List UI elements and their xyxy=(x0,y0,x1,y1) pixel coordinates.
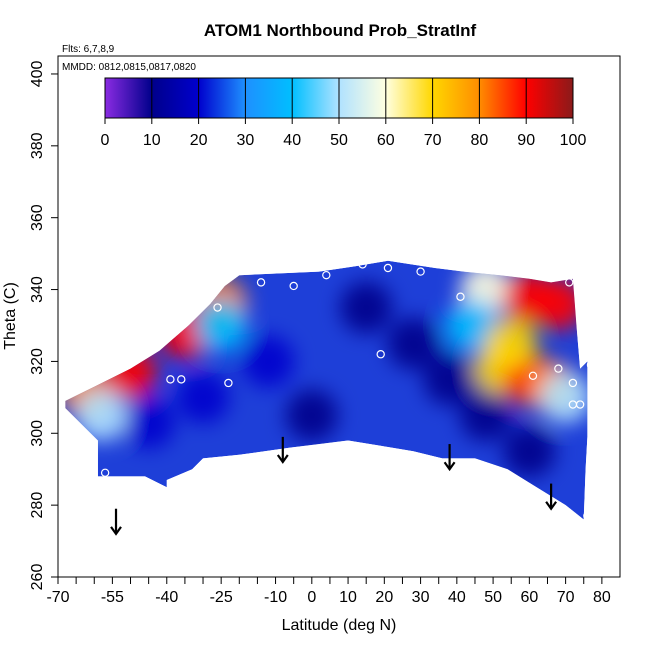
colorbar-tick-label: 0 xyxy=(101,132,110,149)
down-arrow xyxy=(110,508,122,536)
arrow-head xyxy=(110,526,122,536)
colorbar-tick-label: 20 xyxy=(190,132,208,149)
sample-point xyxy=(224,378,233,388)
x-tick-label: 60 xyxy=(520,589,538,606)
colorbar: 0 10 20 30 40 50 60 70 80 90 100 xyxy=(101,77,587,149)
plot-frame xyxy=(57,55,621,578)
arrows xyxy=(110,436,558,536)
x-tick-label: -10 xyxy=(264,589,287,606)
down-arrow xyxy=(545,483,558,511)
x-tick-label: 50 xyxy=(484,589,502,606)
x-tick-label: 40 xyxy=(448,589,466,606)
sample-point xyxy=(416,267,425,276)
heatmap-blob xyxy=(445,299,498,352)
sample-point xyxy=(177,375,186,384)
x-tick-label: 70 xyxy=(557,589,575,606)
sample-point xyxy=(456,292,465,301)
x-tick-label: -55 xyxy=(101,589,124,606)
sample-point xyxy=(528,371,538,380)
x-axis-label: Latitude (deg N) xyxy=(282,617,397,634)
y-tick-label: 280 xyxy=(29,492,46,519)
sample-point xyxy=(565,278,574,287)
colorbar-tick-label: 40 xyxy=(283,132,301,149)
heatmap-blob xyxy=(459,389,512,442)
x-tick-label: 10 xyxy=(339,589,357,606)
colorbar-tick-label: 60 xyxy=(377,132,395,149)
y-tick-label: 380 xyxy=(29,132,46,159)
colorbar-tick-label: 100 xyxy=(560,132,587,149)
heatmap-blob xyxy=(122,396,175,449)
x-axis: -70 -55 -40 -25 -10 0 10 20 30 40 50 60 70 80 xyxy=(46,577,611,606)
y-tick-label: 360 xyxy=(29,204,46,231)
colorbar-tick-label: 80 xyxy=(471,132,489,149)
sample-point xyxy=(213,303,222,312)
x-tick-label: 20 xyxy=(375,589,393,606)
y-tick-label: 260 xyxy=(29,564,46,591)
sample-point xyxy=(568,378,578,388)
sample-point xyxy=(100,468,110,477)
sample-point xyxy=(575,400,585,409)
heatmap-blob xyxy=(340,281,393,334)
dates-subtitle: MMDD: 0812,0815,0817,0820 xyxy=(62,62,196,73)
colorbar-ticks: 0 10 20 30 40 50 60 70 80 90 100 xyxy=(101,78,587,149)
y-axis-label: Theta (C) xyxy=(2,282,19,350)
heatmap-blob xyxy=(387,317,440,370)
arrow-head xyxy=(276,454,289,464)
sample-point xyxy=(256,278,266,287)
y-tick-label: 320 xyxy=(29,348,46,375)
sample-point xyxy=(358,260,367,269)
y-tick-label: 300 xyxy=(29,420,46,447)
heatmap-blob xyxy=(485,317,538,370)
heatmap-blob xyxy=(539,371,588,424)
heatmap-blob xyxy=(423,353,476,406)
x-tick-label: -40 xyxy=(155,589,178,606)
colorbar-tick-label: 50 xyxy=(330,132,348,149)
sample-point xyxy=(583,511,592,521)
chart-title: ATOM1 Northbound Prob_StratInf xyxy=(204,21,477,40)
y-tick-label: 340 xyxy=(29,276,46,303)
y-tick-label: 400 xyxy=(29,61,46,88)
sample-point xyxy=(554,364,563,373)
arrow-head xyxy=(545,501,558,511)
sample-point xyxy=(322,270,331,280)
heatmap-blob xyxy=(104,346,157,399)
heatmap-blob xyxy=(177,371,230,424)
heatmap-blob xyxy=(75,389,128,442)
sample-points xyxy=(100,260,596,521)
sample-point xyxy=(586,360,596,370)
colorbar-tick-label: 30 xyxy=(237,132,255,149)
x-tick-label: 80 xyxy=(593,589,611,606)
x-tick-label: -70 xyxy=(46,589,69,606)
sample-point xyxy=(383,263,393,273)
sample-point xyxy=(166,375,175,384)
colorbar-tick-label: 70 xyxy=(424,132,442,149)
heatmap-blob xyxy=(195,299,248,352)
heatmap-blob xyxy=(242,335,295,388)
heatmap-blob xyxy=(532,277,585,330)
colorbar-tick-label: 90 xyxy=(517,132,535,149)
heatmap-field xyxy=(65,260,588,520)
sample-point xyxy=(289,281,298,291)
y-axis: 260 280 300 320 340 360 380 400 xyxy=(29,61,58,591)
x-tick-label: -25 xyxy=(210,589,233,606)
sample-point xyxy=(376,350,385,359)
x-tick-label: 30 xyxy=(412,589,430,606)
colorbar-tick-label: 10 xyxy=(143,132,161,149)
heatmap-blob xyxy=(285,389,338,442)
flights-subtitle: Flts: 6,7,8,9 xyxy=(62,44,115,55)
heatmap-blob xyxy=(503,425,556,478)
down-arrow xyxy=(443,444,456,472)
arrow-head xyxy=(443,461,456,472)
x-tick-label: 0 xyxy=(307,589,316,606)
down-arrow xyxy=(276,436,289,464)
